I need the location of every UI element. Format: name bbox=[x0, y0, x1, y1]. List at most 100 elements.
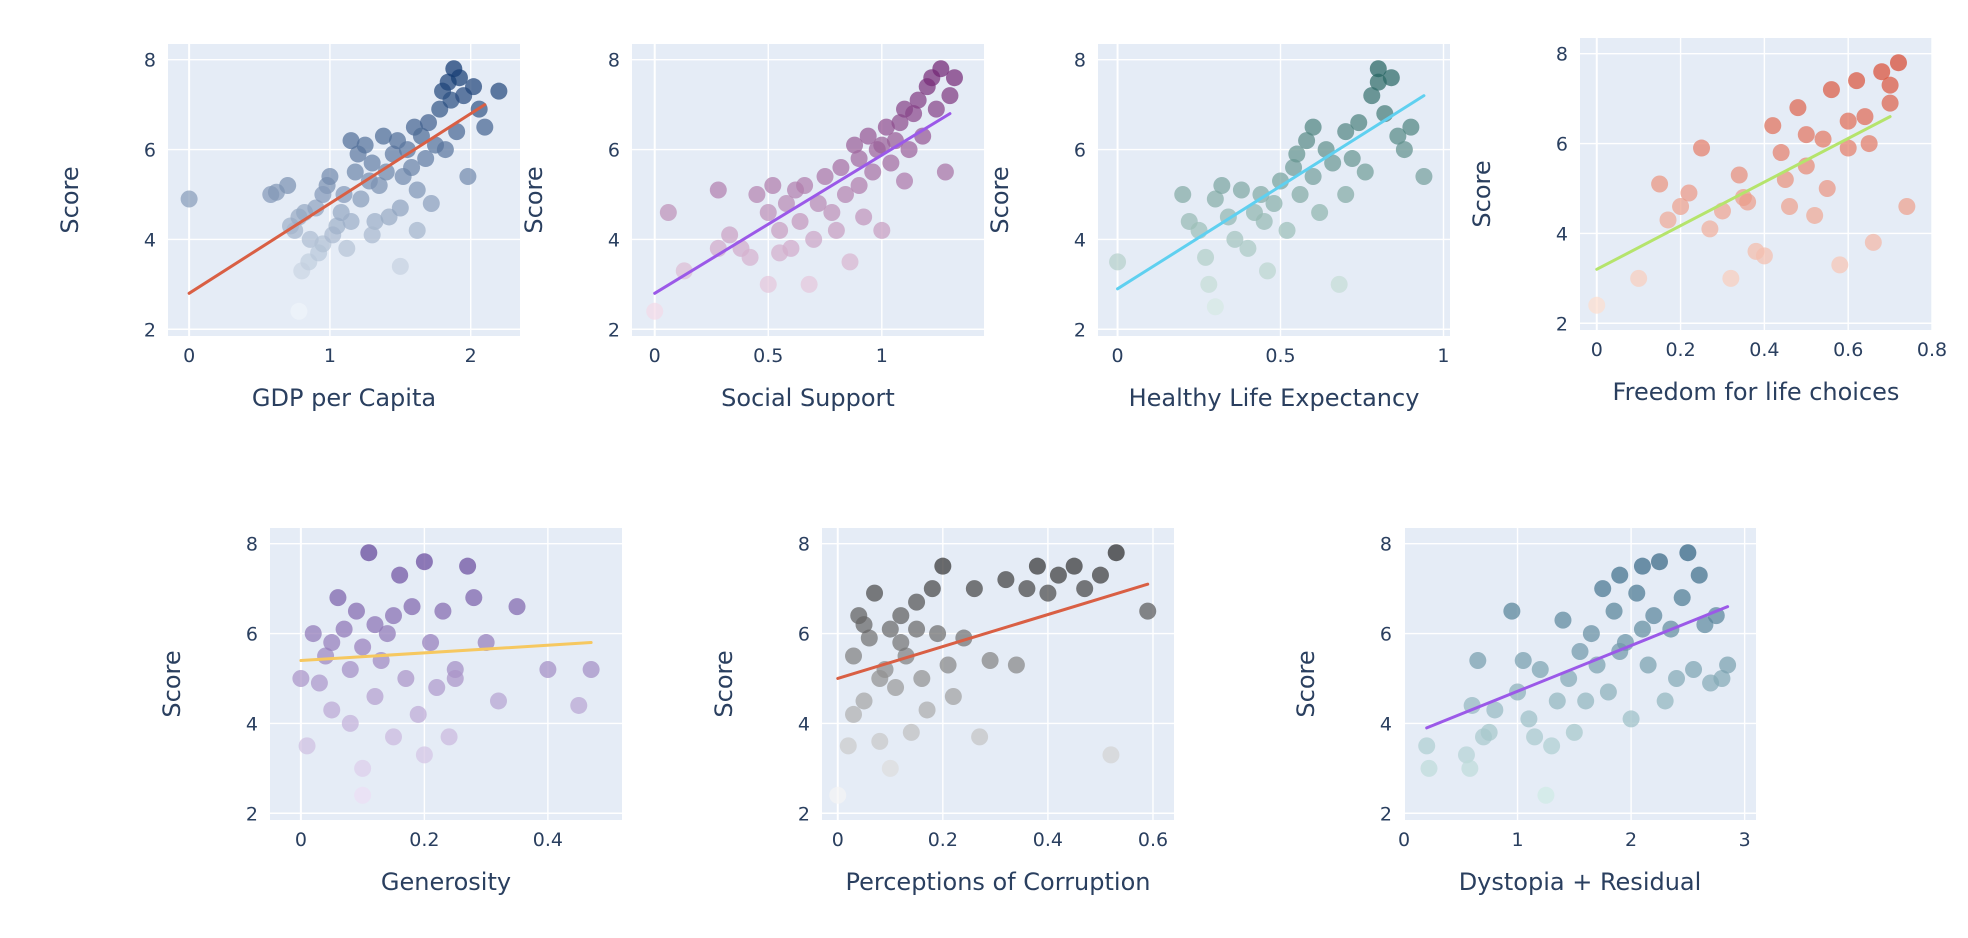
data-point bbox=[1369, 73, 1387, 91]
data-point bbox=[1330, 275, 1348, 293]
data-point bbox=[298, 737, 316, 755]
data-point bbox=[1622, 710, 1640, 728]
points-group bbox=[1109, 60, 1433, 316]
data-point bbox=[310, 674, 328, 692]
data-point bbox=[342, 132, 360, 150]
data-point bbox=[1797, 126, 1815, 144]
data-point bbox=[1356, 163, 1374, 181]
x-tick-label: 0.5 bbox=[753, 345, 783, 367]
data-point bbox=[465, 78, 483, 96]
data-point bbox=[329, 589, 347, 607]
data-point bbox=[850, 177, 868, 195]
data-point bbox=[855, 692, 873, 710]
data-point bbox=[932, 60, 950, 78]
y-tick-label: 2 bbox=[608, 319, 620, 341]
data-point bbox=[1298, 132, 1316, 150]
data-point bbox=[1577, 692, 1595, 710]
data-point bbox=[459, 557, 477, 575]
x-tick-label: 0 bbox=[649, 345, 661, 367]
data-point bbox=[292, 669, 310, 687]
data-point bbox=[398, 141, 416, 159]
data-point bbox=[1239, 239, 1257, 257]
data-point bbox=[314, 185, 332, 203]
data-point bbox=[346, 163, 364, 181]
data-point bbox=[1701, 220, 1719, 238]
plot-area bbox=[270, 528, 622, 820]
data-point bbox=[341, 661, 359, 679]
data-point bbox=[1324, 154, 1342, 172]
data-point bbox=[304, 625, 322, 643]
data-point bbox=[1680, 184, 1698, 202]
data-point bbox=[981, 652, 999, 670]
data-point bbox=[1565, 723, 1583, 741]
y-tick-label: 8 bbox=[798, 534, 810, 556]
data-point bbox=[923, 580, 941, 598]
data-point bbox=[871, 669, 889, 687]
y-tick-label: 4 bbox=[246, 713, 258, 735]
data-point bbox=[1772, 144, 1790, 162]
data-point bbox=[892, 607, 910, 625]
data-point bbox=[800, 275, 818, 293]
trend-line bbox=[187, 103, 487, 295]
data-point bbox=[286, 221, 304, 239]
x-axis-title: Dystopia + Residual bbox=[1459, 868, 1702, 896]
data-point bbox=[1197, 248, 1215, 266]
x-tick-label: 0 bbox=[832, 829, 844, 851]
data-point bbox=[422, 634, 440, 652]
data-point bbox=[1389, 127, 1407, 145]
data-point bbox=[1265, 194, 1283, 212]
data-point bbox=[1582, 625, 1600, 643]
data-point bbox=[582, 661, 600, 679]
data-point bbox=[827, 221, 845, 239]
x-tick-label: 2 bbox=[465, 345, 477, 367]
data-point bbox=[415, 553, 433, 571]
data-point bbox=[1831, 256, 1849, 274]
data-point bbox=[1531, 661, 1549, 679]
y-tick-label: 6 bbox=[1380, 624, 1392, 646]
y-tick-label: 6 bbox=[246, 624, 258, 646]
x-tick-label: 1 bbox=[324, 345, 336, 367]
data-point bbox=[659, 203, 677, 221]
data-point bbox=[377, 163, 395, 181]
data-point bbox=[352, 190, 370, 208]
data-point bbox=[1685, 661, 1703, 679]
data-point bbox=[1650, 553, 1668, 571]
data-point bbox=[328, 217, 346, 235]
data-point bbox=[1343, 150, 1361, 168]
data-point bbox=[1856, 108, 1874, 126]
trend-line bbox=[1425, 605, 1730, 730]
data-point bbox=[1673, 589, 1691, 607]
data-point bbox=[1200, 275, 1218, 293]
y-axis-title: Score bbox=[1292, 650, 1320, 717]
data-point bbox=[1102, 746, 1120, 764]
data-point bbox=[1822, 81, 1840, 99]
data-point bbox=[1255, 212, 1273, 230]
scatter-panel: 0 0.2 0.4 0.6 2 4 6 8 Perceptions of Corruption S… bbox=[710, 528, 1174, 896]
data-point bbox=[1860, 135, 1878, 153]
data-point bbox=[1693, 139, 1711, 157]
data-point bbox=[323, 634, 341, 652]
data-point bbox=[477, 634, 495, 652]
data-point bbox=[489, 692, 507, 710]
points-group bbox=[1588, 54, 1916, 314]
x-tick-label: 0.8 bbox=[1917, 339, 1947, 361]
data-point bbox=[1018, 580, 1036, 598]
points-group bbox=[829, 544, 1157, 804]
y-axis-title: Score bbox=[710, 650, 738, 717]
data-point bbox=[465, 589, 483, 607]
data-point bbox=[1350, 114, 1368, 132]
data-point bbox=[539, 661, 557, 679]
x-tick-label: 0 bbox=[183, 345, 195, 367]
data-point bbox=[374, 127, 392, 145]
x-tick-label: 0 bbox=[1398, 829, 1410, 851]
data-point bbox=[997, 571, 1015, 589]
x-tick-label: 0 bbox=[1591, 339, 1603, 361]
data-point bbox=[354, 786, 372, 804]
data-point bbox=[1337, 123, 1355, 141]
data-point bbox=[891, 114, 909, 132]
data-point bbox=[422, 194, 440, 212]
data-point bbox=[341, 714, 359, 732]
data-point bbox=[881, 759, 899, 777]
data-point bbox=[839, 737, 857, 755]
data-point bbox=[1599, 683, 1617, 701]
